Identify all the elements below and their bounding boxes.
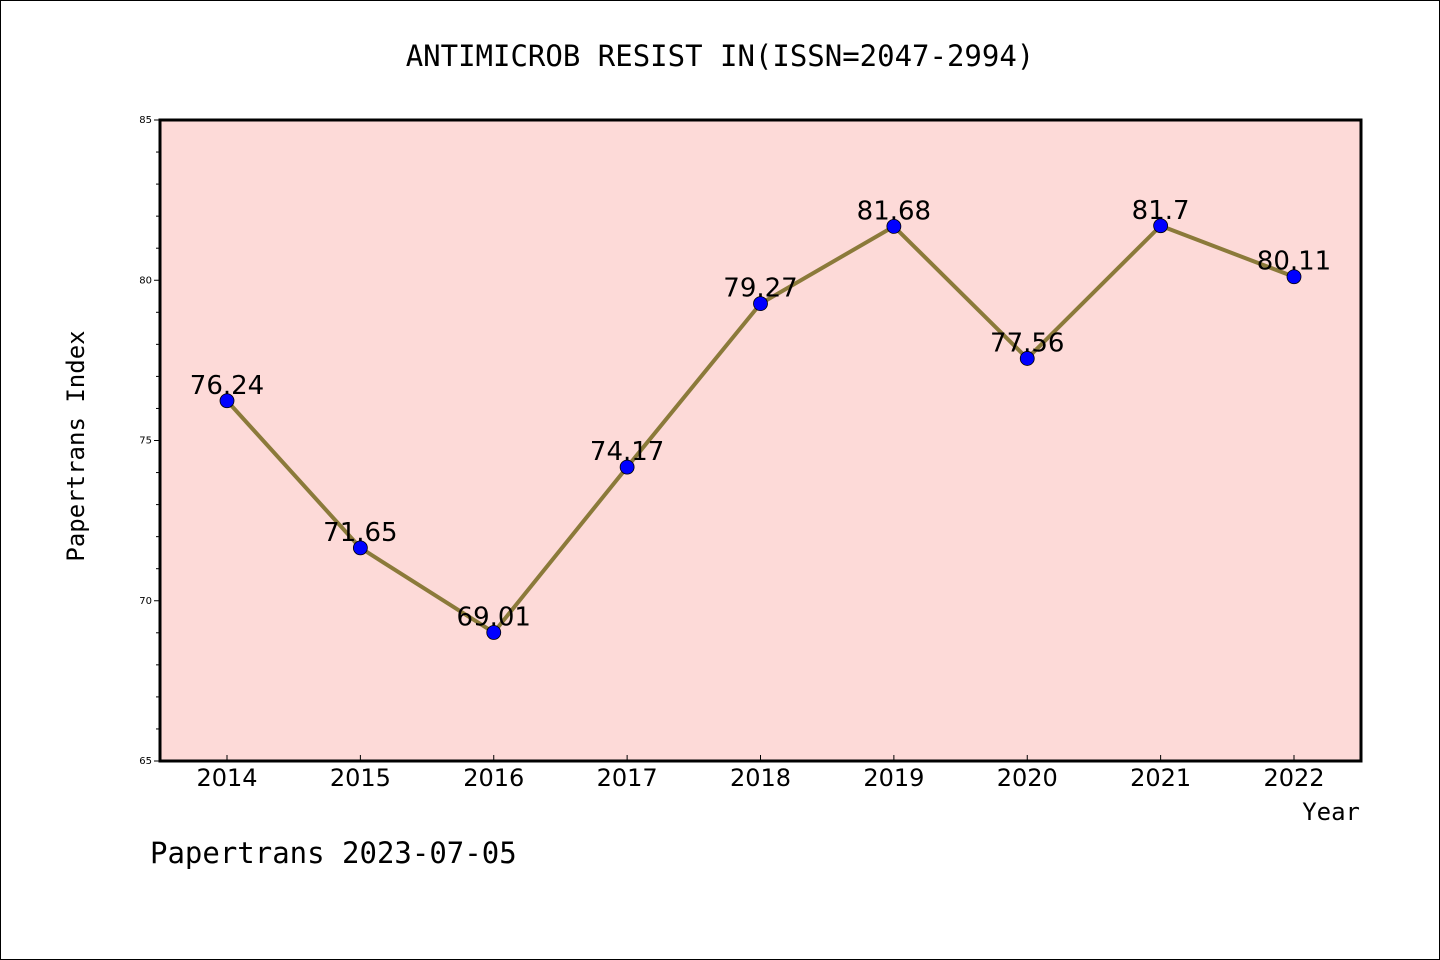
x-tick-label: 2019	[863, 764, 924, 792]
x-axis: 2014 2015 2016 2017 2018 2019 2020 2021 2022	[196, 755, 1325, 792]
y-tick-label: 85	[139, 115, 152, 126]
x-axis-label: Year	[1302, 798, 1360, 826]
data-label: 81.68	[857, 196, 931, 226]
data-point	[619, 459, 635, 475]
data-point	[219, 393, 235, 409]
x-tick-label: 2016	[463, 764, 524, 792]
data-label: 81.7	[1132, 196, 1190, 226]
y-tick-label: 65	[139, 756, 152, 767]
data-label: 74.17	[590, 437, 664, 467]
y-axis: 65 70 75 80 85	[139, 115, 160, 767]
data-label: 80.11	[1257, 247, 1331, 277]
x-tick-label: 2015	[330, 764, 391, 792]
data-label: 76.24	[190, 371, 264, 401]
x-tick-label: 2014	[196, 764, 257, 792]
x-tick-label: 2022	[1263, 764, 1324, 792]
data-point	[753, 296, 768, 312]
data-point	[1286, 269, 1302, 285]
chart-title: ANTIMICROB RESIST IN(ISSN=2047-2994)	[406, 39, 1035, 73]
data-point	[486, 625, 502, 640]
data-point	[1153, 218, 1169, 234]
data-label: 69.01	[457, 602, 531, 632]
x-tick-label: 2021	[1130, 764, 1191, 792]
data-label: 71.65	[323, 518, 397, 548]
data-point	[352, 540, 368, 556]
footer-note: Papertrans 2023-07-05	[150, 836, 517, 870]
data-label: 79.27	[723, 274, 797, 304]
y-tick-label: 70	[139, 596, 152, 607]
y-tick-label: 75	[139, 436, 152, 447]
x-tick-label: 2018	[730, 764, 791, 792]
data-point	[1019, 351, 1035, 366]
y-tick-label: 80	[139, 275, 152, 286]
series-group: 76.24 71.65 69.01 74.17 79.27 81.68 77.56 81.7 8…	[190, 196, 1331, 640]
data-label: 77.56	[990, 328, 1064, 358]
y-axis-label: Papertrans Index	[62, 330, 90, 561]
x-tick-label: 2020	[997, 764, 1058, 792]
data-point	[886, 219, 902, 234]
x-tick-label: 2017	[597, 764, 658, 792]
